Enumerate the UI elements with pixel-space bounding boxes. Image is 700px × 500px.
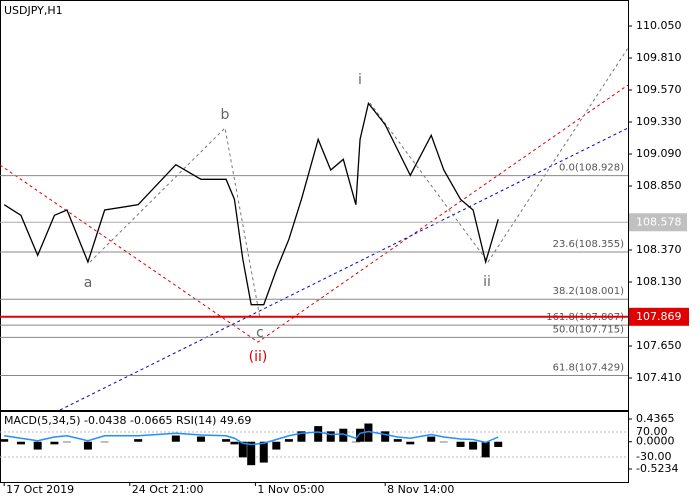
x-tick-label: 1 Nov 05:00 [257,483,324,496]
fib-label: 0.0(108.928) [559,163,624,174]
y-tick-label: 108.130 [636,275,682,288]
macd-bar [0,439,9,442]
macd-bar [284,439,293,442]
price-line [3,101,499,306]
macd-bar [171,435,180,442]
macd-bar [247,441,256,466]
wave-path-i-ii [369,47,629,263]
y-tick-label: 109.330 [636,115,682,128]
wave-label: c [256,325,264,341]
macd-bar [134,439,143,442]
rsi-tick-label: -30.00 [636,450,671,463]
y-tick-label: 108.850 [636,179,682,192]
chart-title: USDJPY,H1 [4,4,63,17]
macd-bar [481,441,490,458]
fib-label: 38.2(108.001) [553,286,625,297]
wave-label: b [221,107,230,123]
macd-bar [100,441,109,443]
macd-tick-label: 0.0000 [636,435,675,448]
macd-bar [356,428,365,442]
macd-bar [427,436,436,442]
macd-bar [297,431,306,442]
wave-label: a [84,275,93,291]
y-tick-label: 107.650 [636,339,682,352]
macd-bar [406,441,415,445]
macd-bar [272,441,281,450]
macd-bar [494,441,503,447]
wave-label: i [358,72,362,88]
macd-title: MACD(5,34,5) -0.0438 -0.0665 RSI(14) 49.… [4,414,251,427]
macd-bar [393,439,402,442]
macd-bar [230,441,239,445]
wave-path-abc [89,126,261,319]
macd-bar [326,431,335,442]
x-tick-label: 17 Oct 2019 [6,483,74,496]
fib-label: 61.8(107.429) [553,362,625,373]
fib-label: 23.6(108.355) [553,239,625,250]
macd-bar [259,441,268,463]
macd-bar [33,441,42,450]
macd-bar [364,423,373,442]
y-tick-label: 110.050 [636,19,682,32]
red-channel [0,84,629,343]
y-tick-label: 109.090 [636,147,682,160]
level-box [629,307,689,326]
fib-label: 50.0(107.715) [553,324,625,335]
y-tick-label: 107.410 [636,371,682,384]
macd-bar [314,426,323,442]
macd-bar [439,441,448,443]
macd-bar [238,441,247,458]
trend-lines [0,47,629,411]
macd-bar [456,441,465,447]
macd-bar [196,436,205,442]
macd-bar [50,441,59,445]
macd-bar [62,441,71,443]
macd-bar [83,441,92,450]
main-frame [0,0,629,411]
level-label: 107.869 [636,310,682,323]
wave-label: ii [483,274,491,290]
bid-box [629,213,687,232]
wave-label: (ii) [249,349,268,365]
macd-tick-label: 0.4365 [636,412,675,425]
y-tick-label: 109.570 [636,83,682,96]
x-tick-label: 24 Oct 21:00 [132,483,204,496]
macd-bar [339,428,348,442]
macd-bar [381,431,390,442]
macd-bar [351,441,360,443]
rsi-tick-label: 70.00 [636,425,668,438]
rsi-line [4,430,499,446]
macd-tick-label: -0.5234 [636,462,678,475]
macd-bar [222,439,231,442]
x-tick-label: 8 Nov 14:00 [387,483,454,496]
macd-bar [16,441,25,445]
macd-frame [0,411,629,483]
blue-trend [59,127,629,411]
y-tick-label: 108.370 [636,243,682,256]
bid-label: 108.578 [636,215,682,228]
y-tick-label: 109.810 [636,51,682,64]
macd-bar [469,441,478,450]
